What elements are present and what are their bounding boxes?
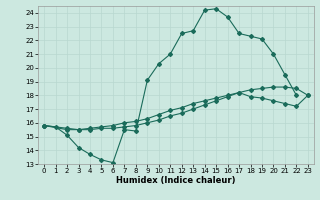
X-axis label: Humidex (Indice chaleur): Humidex (Indice chaleur) bbox=[116, 176, 236, 185]
